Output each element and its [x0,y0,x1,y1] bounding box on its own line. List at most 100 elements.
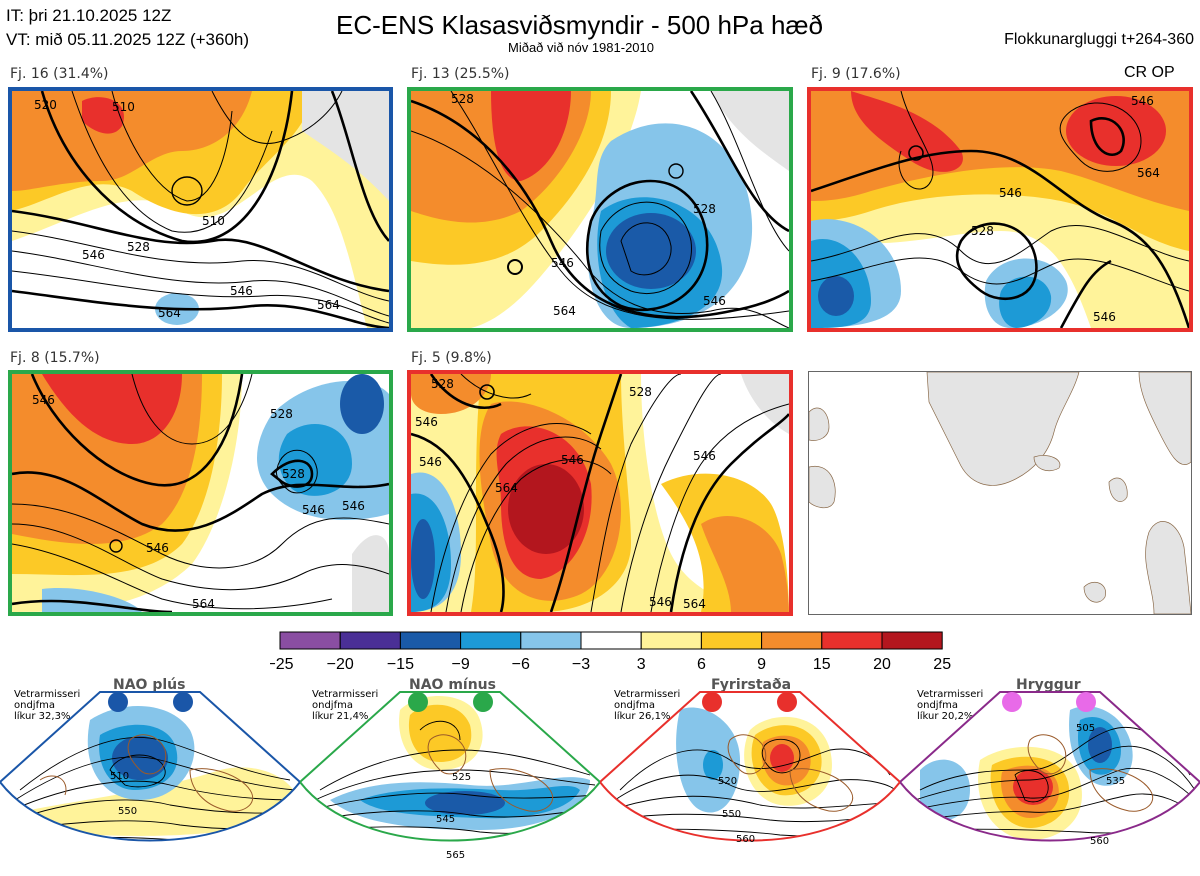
contour-label: 510 [112,100,135,114]
contour-label: 546 [419,455,442,469]
valid-time: VT: mið 05.11.2025 12Z (+360h) [6,30,250,49]
colorbar-swatch [339,631,401,650]
contour-label: 546 [999,186,1022,200]
cluster-map-4: 528 546 528 546 546 564 546 [8,370,393,616]
colorbar-tick-label: −6 [512,656,530,673]
contour-label: 528 [282,467,305,481]
colorbar-tick-label: 9 [757,656,766,673]
regime-note-ridge: Vetrarmisseri ondjfma líkur 20,2% [917,689,984,722]
contour-label: 510 [202,214,225,228]
contour-label: 510 [110,771,129,782]
cluster-map-1: 520 510 546 528 546 564 510 564 [8,87,393,332]
contour-label: 528 [629,385,652,399]
contour-label: 560 [1090,836,1109,847]
contour-label: 546 [551,256,574,270]
contour-label: 564 [317,298,340,312]
contour-label: 528 [451,92,474,106]
contour-label: 546 [146,541,169,555]
regime-dot [1076,692,1096,712]
colorbar-tick-label: −25 [270,656,294,673]
contour-label: 546 [302,503,325,517]
contour-label: 528 [127,240,150,254]
regime-note-nao-minus: Vetrarmisseri ondjfma líkur 21,4% [312,689,379,722]
colorbar-tick-label: 3 [637,656,646,673]
colorbar: −25 −20 −15 −9 −6 −3 3 6 9 15 20 25 [266,630,960,680]
colorbar-swatch [881,631,943,650]
colorbar-swatch [460,631,522,650]
cluster-map-5: 528 546 546 564 546 528 546 564 546 [407,370,793,616]
contour-label: 528 [971,224,994,238]
colorbar-tick-label: 6 [697,656,706,673]
cluster-map-2: 528 528 546 564 546 [407,87,793,332]
colorbar-tick-label: −20 [327,656,354,673]
colorbar-tick-label: 15 [813,656,831,673]
cluster-label-3: Fj. 9 (17.6%) [811,66,901,82]
colorbar-tick-label: −3 [572,656,590,673]
regime-dot [108,692,128,712]
contour-label: 564 [192,597,215,611]
regime-dot [1002,692,1022,712]
colorbar-swatch [580,631,642,650]
colorbar-tick-label: −15 [387,656,414,673]
cluster-label-1: Fj. 16 (31.4%) [10,66,109,82]
regime-map-blocking: 520 550 560 [598,690,902,871]
colorbar-tick-label: 25 [933,656,951,673]
regime-map-ridge: 505 535 560 [898,690,1200,871]
colorbar-tick-label: −9 [451,656,469,673]
contour-label: 550 [118,806,137,817]
colorbar-swatch [520,631,582,650]
regime-note-nao-plus: Vetrarmisseri ondjfma líkur 32,3% [14,689,81,722]
page-title: EC-ENS Klasasviðsmyndir - 500 hPa hæð [336,10,823,40]
contour-label: 564 [683,597,706,611]
regime-title-nao-plus: NAO plús [113,677,186,693]
cr-op-label: CR OP [1124,64,1175,81]
cluster-label-5: Fj. 5 (9.8%) [411,350,492,366]
contour-label: 564 [1137,166,1160,180]
cluster-map-3: 546 564 546 528 546 [807,87,1193,332]
cluster-label-4: Fj. 8 (15.7%) [10,350,100,366]
contour-label: 565 [446,850,465,861]
cluster-label-2: Fj. 13 (25.5%) [411,66,510,82]
contour-label: 546 [693,449,716,463]
contour-label: 564 [158,306,181,320]
colorbar-swatch [821,631,883,650]
init-time: IT: þri 21.10.2025 12Z [6,6,172,25]
contour-label: 546 [649,595,672,609]
colorbar-swatch [700,631,763,650]
regime-map-nao-plus: 510 550 [0,690,302,871]
contour-label: 546 [342,499,365,513]
colorbar-swatch [761,631,823,650]
page-subtitle: Miðað við nóv 1981-2010 [508,40,654,55]
colorbar-tick-label: 20 [873,656,891,673]
contour-label: 564 [553,304,576,318]
regime-dot [173,692,193,712]
contour-label: 535 [1106,776,1125,787]
classification-window: Flokkunargluggi t+264-360 [1004,31,1194,48]
regime-dot [777,692,797,712]
contour-label: 546 [32,393,55,407]
contour-label: 546 [561,453,584,467]
regime-dot [408,692,428,712]
colorbar-swatch [399,631,462,650]
contour-label: 528 [431,377,454,391]
contour-label: 545 [436,814,455,825]
contour-label: 550 [722,809,741,820]
contour-label: 546 [703,294,726,308]
contour-label: 546 [230,284,253,298]
contour-label: 520 [718,776,737,787]
contour-label: 525 [452,772,471,783]
contour-label: 528 [270,407,293,421]
contour-label: 546 [415,415,438,429]
contour-label: 546 [1131,94,1154,108]
regime-dot [473,692,493,712]
contour-label: 528 [693,202,716,216]
regime-map-nao-minus: 525 545 565 [298,690,602,871]
regime-dot [702,692,722,712]
colorbar-swatch [640,631,702,650]
contour-label: 546 [1093,310,1116,324]
contour-label: 560 [736,834,755,845]
regime-note-blocking: Vetrarmisseri ondjfma líkur 26,1% [614,689,681,722]
contour-label: 520 [34,98,57,112]
colorbar-swatch [279,631,341,650]
contour-label: 564 [495,481,518,495]
